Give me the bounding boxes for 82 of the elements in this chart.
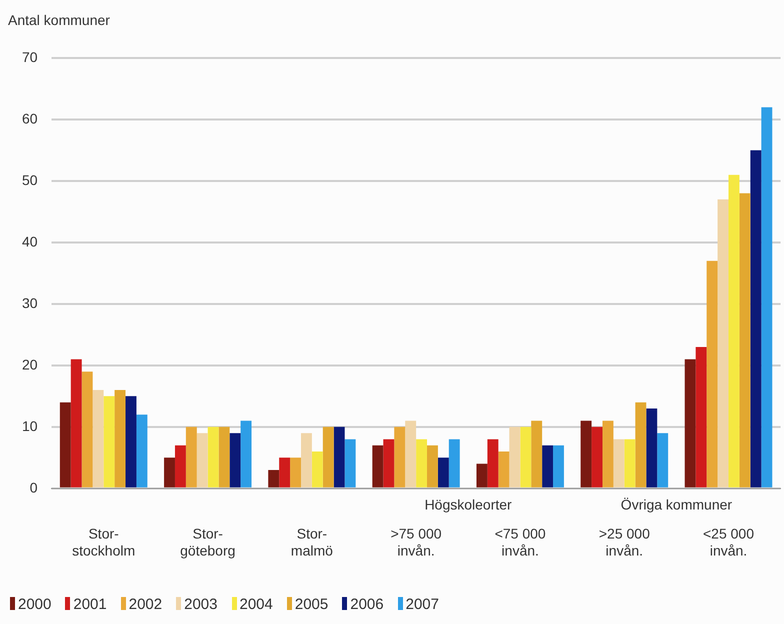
bar <box>531 420 542 488</box>
text: Högskoleorter <box>424 496 512 512</box>
bar <box>739 193 750 488</box>
bar <box>372 445 384 488</box>
bar <box>196 433 208 488</box>
x-tick-label: <75 000 invån. <box>494 526 546 558</box>
bar <box>334 426 345 488</box>
bar <box>635 402 646 488</box>
x-tick-label: >25 000 invån. <box>598 526 650 558</box>
bar <box>60 402 71 488</box>
legend-label: 2000 <box>17 596 52 613</box>
bar <box>126 396 136 488</box>
x-tick-label: Stor- göteborg <box>180 526 236 558</box>
bar <box>580 420 592 488</box>
bar <box>520 426 532 488</box>
bar <box>405 420 416 488</box>
legend-label: 2007 <box>404 596 439 613</box>
bar <box>728 174 740 488</box>
y-tick-label: 40 <box>22 233 38 250</box>
bar <box>706 260 718 488</box>
legend-label: 2003 <box>183 596 218 613</box>
bar <box>592 426 602 488</box>
bar <box>383 439 394 488</box>
bar <box>509 426 520 488</box>
bar <box>718 199 728 488</box>
bar <box>290 458 301 488</box>
y-tick-label: 60 <box>22 110 38 126</box>
bar <box>646 408 658 488</box>
legend-label: 2004 <box>238 596 273 613</box>
text: Övriga kommuner <box>620 496 732 512</box>
bar <box>312 452 323 488</box>
bar <box>416 439 428 488</box>
bar <box>487 439 498 488</box>
legend-label: 2005 <box>294 596 328 613</box>
y-tick-label: 30 <box>22 294 38 311</box>
bar <box>136 414 148 488</box>
bar <box>657 433 668 488</box>
bar <box>684 359 696 488</box>
bar <box>553 445 564 488</box>
y-tick-label: 20 <box>22 356 38 372</box>
x-tick-label: <25 000 invån. <box>703 526 754 558</box>
bar <box>476 464 488 488</box>
bar <box>761 107 772 488</box>
bar <box>300 433 312 488</box>
bar <box>427 445 438 488</box>
bar <box>174 445 186 488</box>
bar <box>448 439 460 488</box>
y-tick-label: 70 <box>22 48 38 65</box>
bar <box>70 359 82 488</box>
y-tick-label: 50 <box>22 172 38 188</box>
bar <box>279 458 290 488</box>
x-tick-label: >75 000 invån. <box>390 526 442 558</box>
bar <box>624 439 636 488</box>
bar <box>438 458 449 488</box>
legend-label: 2001 <box>72 596 107 613</box>
y-axis-title: Antal kommuner <box>8 12 110 28</box>
bar <box>186 426 197 488</box>
bar <box>602 420 614 488</box>
bar <box>394 426 406 488</box>
bar <box>240 420 252 488</box>
bar <box>92 390 104 488</box>
y-tick-label: 0 <box>30 479 38 496</box>
legend-label: 2006 <box>349 596 384 613</box>
x-tick-label: Stor- stockholm <box>72 526 136 558</box>
bar <box>82 372 93 488</box>
bar <box>322 426 334 488</box>
bar <box>750 150 762 488</box>
bar <box>164 458 175 488</box>
legend-label: 2002 <box>128 596 162 613</box>
bar <box>114 390 126 488</box>
bar <box>218 426 230 488</box>
bar <box>344 439 356 488</box>
bar <box>104 396 115 488</box>
bar <box>268 470 280 488</box>
bar <box>230 433 241 488</box>
bar <box>613 439 624 488</box>
y-tick-label: 10 <box>22 418 38 434</box>
bar <box>542 445 554 488</box>
bar <box>696 346 707 488</box>
bar <box>208 426 219 488</box>
bar <box>498 452 510 488</box>
x-tick-label: Stor- malmö <box>290 526 334 558</box>
